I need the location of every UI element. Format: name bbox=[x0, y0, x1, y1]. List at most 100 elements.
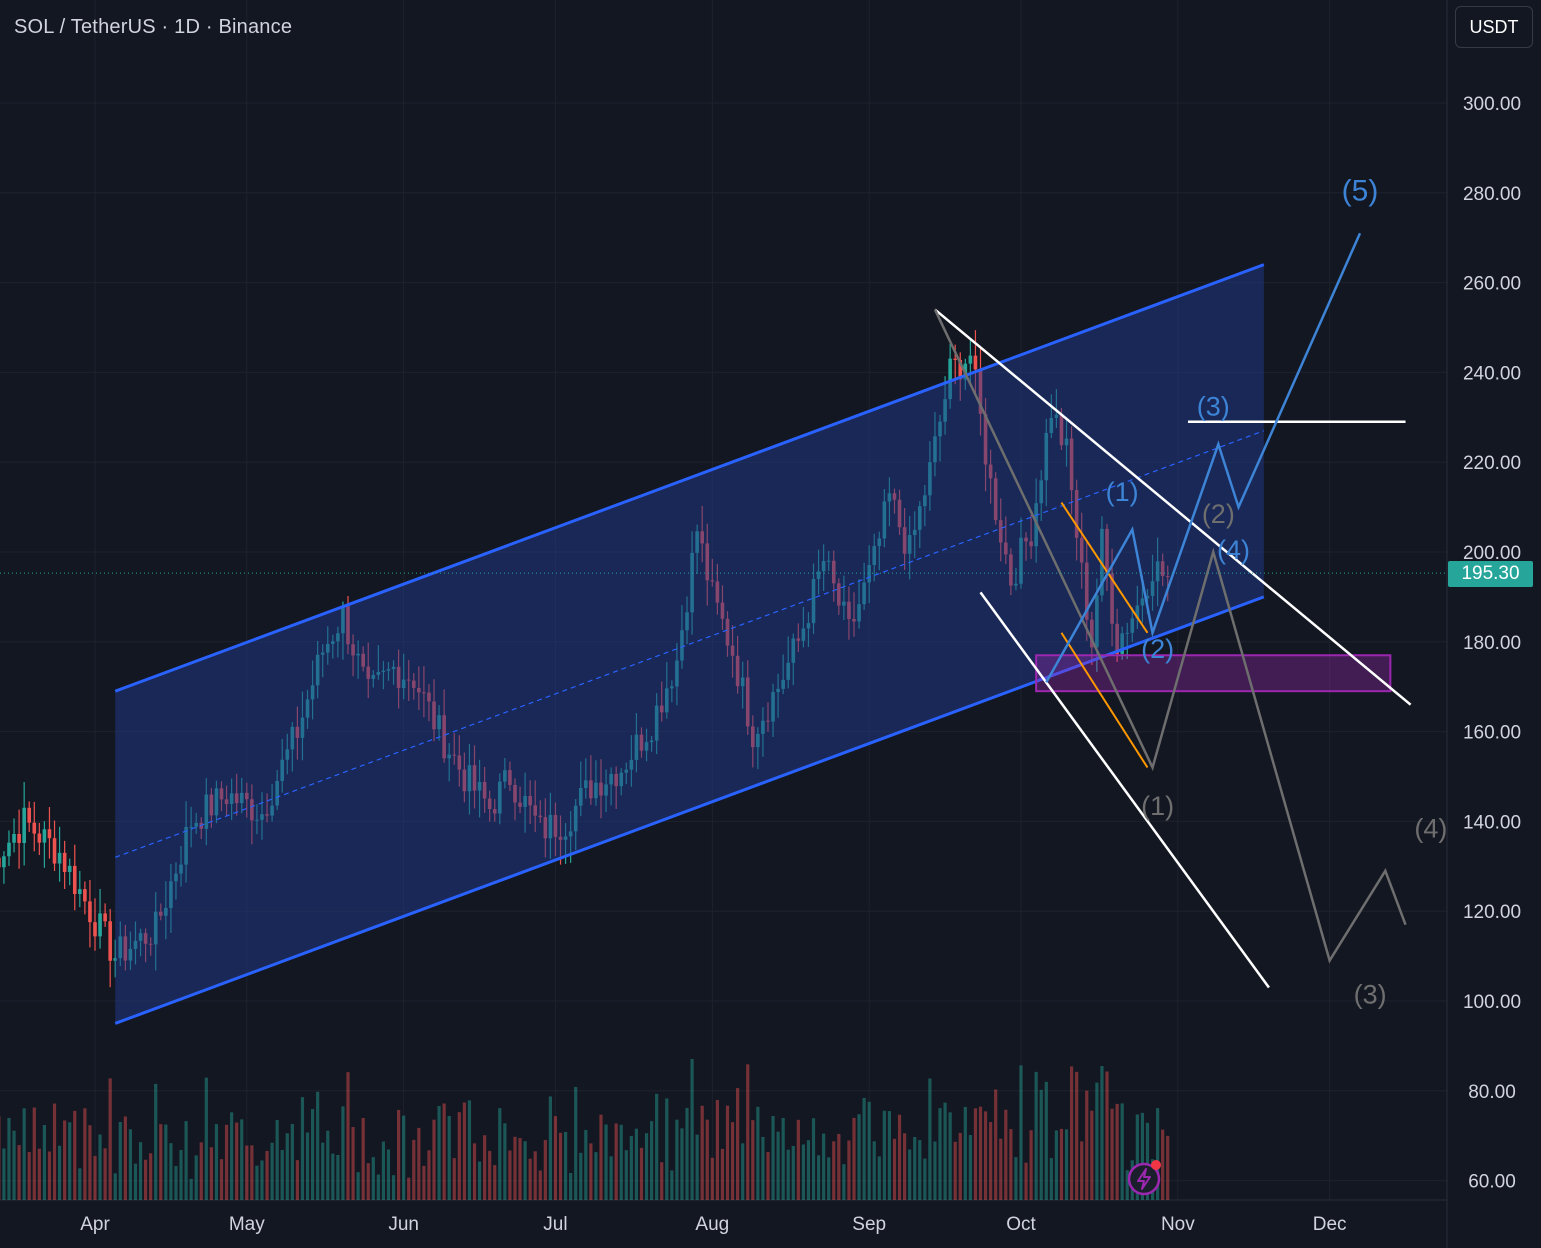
volume-bar bbox=[968, 1134, 972, 1200]
volume-bar bbox=[705, 1119, 709, 1200]
volume-bar bbox=[508, 1150, 512, 1200]
volume-bar bbox=[1019, 1065, 1023, 1200]
volume-bar bbox=[437, 1105, 441, 1200]
volume-bar bbox=[184, 1121, 188, 1200]
volume-bar bbox=[7, 1117, 11, 1200]
volume-bar bbox=[250, 1145, 254, 1200]
volume-bar bbox=[1080, 1141, 1084, 1200]
candle-body bbox=[83, 889, 87, 902]
volume-bar bbox=[953, 1141, 957, 1200]
volume-bar bbox=[462, 1102, 466, 1200]
volume-bar bbox=[629, 1135, 633, 1200]
volume-bar bbox=[412, 1139, 416, 1200]
volume-bar bbox=[599, 1114, 603, 1200]
volume-bar bbox=[994, 1089, 998, 1200]
volume-bar bbox=[255, 1165, 259, 1200]
volume-bar bbox=[983, 1111, 988, 1200]
volume-bar bbox=[1024, 1162, 1028, 1200]
volume-bar bbox=[275, 1120, 279, 1200]
candle-body bbox=[108, 921, 112, 961]
price-tick-label: 280.00 bbox=[1463, 184, 1521, 205]
volume-bar bbox=[169, 1143, 173, 1200]
price-tick-label: 120.00 bbox=[1463, 902, 1521, 923]
volume-bar bbox=[1014, 1157, 1018, 1200]
volume-bar bbox=[1044, 1081, 1048, 1200]
volume-bar bbox=[842, 1164, 846, 1200]
wave-label: (2) bbox=[1141, 634, 1174, 664]
volume-bar bbox=[17, 1145, 21, 1200]
volume-bar bbox=[1059, 1128, 1064, 1200]
volume-bar bbox=[351, 1127, 355, 1200]
volume-bar bbox=[928, 1078, 932, 1200]
volume-bar bbox=[751, 1120, 755, 1200]
volume-bar bbox=[1156, 1108, 1160, 1200]
volume-bar bbox=[756, 1106, 760, 1200]
volume-bar bbox=[103, 1148, 107, 1200]
volume-bar bbox=[958, 1132, 962, 1200]
volume-bar bbox=[305, 1132, 310, 1200]
candle-body bbox=[98, 913, 102, 937]
volume-bar bbox=[2, 1148, 6, 1200]
volume-bar bbox=[903, 1133, 907, 1200]
volume-bar bbox=[569, 1173, 573, 1200]
volume-bar bbox=[1049, 1158, 1053, 1200]
volume-bar bbox=[1054, 1130, 1058, 1200]
volume-bar bbox=[472, 1143, 477, 1200]
volume-bar bbox=[892, 1138, 897, 1200]
volume-bar bbox=[1075, 1071, 1079, 1200]
volume-bar bbox=[660, 1162, 664, 1200]
volume-bar bbox=[847, 1140, 851, 1200]
volume-bar bbox=[164, 1124, 168, 1200]
flag-upper-line bbox=[1060, 502, 1149, 634]
volume-bar bbox=[230, 1112, 234, 1200]
volume-bar bbox=[644, 1133, 649, 1200]
time-tick-label: Aug bbox=[695, 1214, 729, 1235]
volume-bar bbox=[290, 1124, 294, 1200]
volume-bar bbox=[862, 1097, 866, 1200]
volume-bar bbox=[913, 1137, 917, 1200]
volume-bar bbox=[118, 1121, 122, 1200]
volume-bar bbox=[452, 1158, 456, 1200]
channel-lower-line bbox=[114, 595, 1265, 1025]
volume-bar bbox=[1085, 1090, 1089, 1200]
volume-bar bbox=[538, 1170, 542, 1200]
lightning-icon[interactable] bbox=[1125, 1160, 1163, 1198]
volume-bar bbox=[1009, 1129, 1013, 1200]
volume-bar bbox=[321, 1142, 325, 1200]
candle-body bbox=[27, 807, 32, 823]
volume-bar bbox=[73, 1110, 77, 1200]
volume-bar bbox=[730, 1122, 735, 1200]
volume-bar bbox=[326, 1130, 330, 1200]
volume-bar bbox=[918, 1140, 922, 1200]
volume-bar bbox=[639, 1147, 644, 1200]
volume-bar bbox=[923, 1158, 927, 1200]
projection-gray-path bbox=[933, 309, 1407, 964]
price-tick-label: 200.00 bbox=[1463, 543, 1521, 564]
volume-bar bbox=[811, 1118, 816, 1200]
wave-label: (1) bbox=[1141, 791, 1174, 821]
volume-bar bbox=[447, 1115, 451, 1200]
volume-bar bbox=[634, 1128, 639, 1200]
wedge-upper-line bbox=[934, 308, 1412, 706]
volume-bar bbox=[285, 1133, 289, 1200]
volume-bar bbox=[341, 1106, 345, 1200]
volume-bar bbox=[128, 1129, 133, 1200]
wave-label: (4) bbox=[1414, 814, 1447, 844]
volume-bar bbox=[963, 1106, 967, 1200]
price-tick-label: 240.00 bbox=[1463, 363, 1521, 384]
volume-bar bbox=[503, 1123, 507, 1200]
volume-bar bbox=[720, 1148, 725, 1200]
volume-bar bbox=[52, 1103, 57, 1200]
volume-bar bbox=[83, 1108, 87, 1200]
candle-body bbox=[968, 355, 973, 364]
volume-bar bbox=[300, 1097, 305, 1200]
volume-bar bbox=[877, 1156, 881, 1200]
volume-bar bbox=[786, 1149, 790, 1200]
volume-bar bbox=[154, 1083, 158, 1200]
volume-bar bbox=[204, 1077, 208, 1200]
currency-button[interactable]: USDT bbox=[1455, 6, 1533, 48]
volume-bar bbox=[1161, 1129, 1165, 1200]
volume-bar bbox=[1115, 1103, 1119, 1200]
volume-bar bbox=[781, 1118, 785, 1200]
